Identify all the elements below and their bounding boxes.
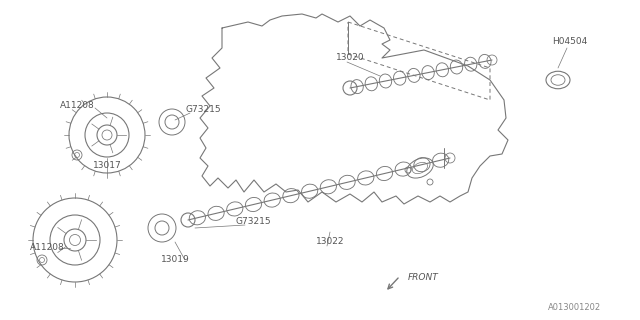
- Text: H04504: H04504: [552, 37, 588, 46]
- Text: A11208: A11208: [60, 100, 95, 109]
- Text: G73215: G73215: [235, 218, 271, 227]
- Text: G73215: G73215: [185, 106, 221, 115]
- Text: A013001202: A013001202: [548, 303, 602, 313]
- Text: 13019: 13019: [161, 255, 189, 265]
- Text: FRONT: FRONT: [408, 274, 439, 283]
- Text: 13017: 13017: [93, 161, 122, 170]
- Text: 13022: 13022: [316, 237, 344, 246]
- Text: 13020: 13020: [336, 53, 364, 62]
- Text: A11208: A11208: [30, 244, 65, 252]
